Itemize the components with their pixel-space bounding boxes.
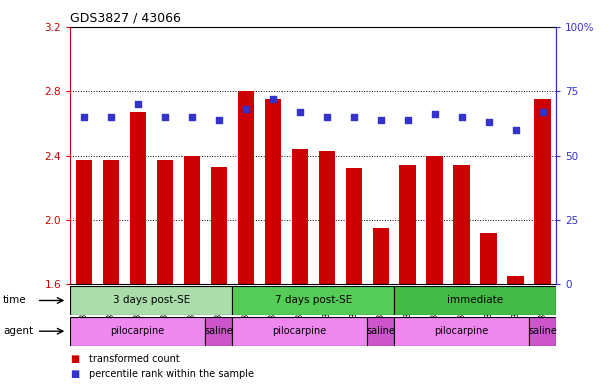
Bar [238, 91, 254, 284]
Bar [394, 317, 529, 346]
Text: pilocarpine: pilocarpine [111, 326, 165, 336]
Point [484, 119, 494, 125]
Bar [373, 228, 389, 284]
Bar [232, 317, 367, 346]
Point [79, 114, 89, 120]
Bar [535, 99, 551, 284]
Text: GDS3827 / 43066: GDS3827 / 43066 [70, 12, 181, 25]
Text: saline: saline [528, 326, 557, 336]
Bar [205, 317, 232, 346]
Point [187, 114, 197, 120]
Bar [265, 99, 281, 284]
Point [241, 106, 251, 112]
Bar [426, 156, 442, 284]
Text: saline: saline [204, 326, 233, 336]
Bar [400, 165, 415, 284]
Point [511, 127, 521, 133]
Point [106, 114, 115, 120]
Text: percentile rank within the sample: percentile rank within the sample [89, 369, 254, 379]
Bar [211, 167, 227, 284]
Point [160, 114, 170, 120]
Text: pilocarpine: pilocarpine [273, 326, 327, 336]
Text: immediate: immediate [447, 295, 503, 306]
Point [430, 111, 439, 118]
Bar [232, 286, 394, 315]
Bar [103, 161, 119, 284]
Point [376, 116, 386, 122]
Bar [156, 161, 173, 284]
Text: agent: agent [3, 326, 33, 336]
Text: time: time [3, 295, 27, 306]
Bar [76, 161, 92, 284]
Text: pilocarpine: pilocarpine [434, 326, 489, 336]
Bar [480, 233, 497, 284]
Bar [529, 317, 556, 346]
Point [538, 109, 547, 115]
Bar [291, 149, 308, 284]
Point [322, 114, 332, 120]
Bar [453, 165, 470, 284]
Bar [394, 286, 556, 315]
Point [133, 101, 142, 107]
Point [214, 116, 224, 122]
Point [268, 96, 277, 102]
Bar [184, 156, 200, 284]
Point [295, 109, 304, 115]
Bar [70, 317, 205, 346]
Bar [346, 169, 362, 284]
Text: saline: saline [366, 326, 395, 336]
Point [456, 114, 466, 120]
Text: ■: ■ [70, 354, 79, 364]
Bar [318, 151, 335, 284]
Point [349, 114, 359, 120]
Point [403, 116, 412, 122]
Text: ■: ■ [70, 369, 79, 379]
Bar [507, 276, 524, 284]
Bar [130, 112, 146, 284]
Bar [70, 286, 232, 315]
Text: 3 days post-SE: 3 days post-SE [112, 295, 190, 306]
Text: transformed count: transformed count [89, 354, 180, 364]
Bar [367, 317, 394, 346]
Text: 7 days post-SE: 7 days post-SE [274, 295, 352, 306]
